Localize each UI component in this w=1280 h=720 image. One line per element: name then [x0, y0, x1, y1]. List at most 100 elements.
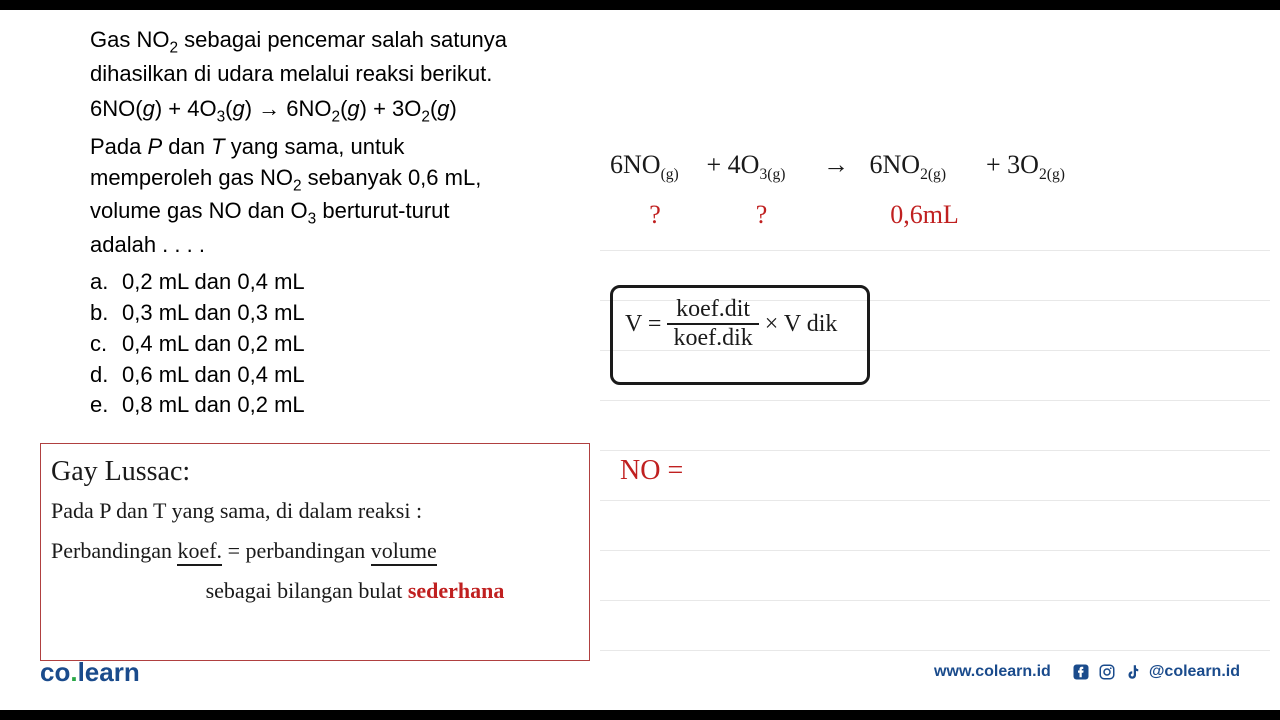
- q-line6: adalah . . . .: [90, 232, 205, 257]
- opt-b-text: 0,3 mL dan 0,3 mL: [122, 298, 305, 329]
- opt-c-text: 0,4 mL dan 0,2 mL: [122, 329, 305, 360]
- facebook-icon: [1071, 662, 1091, 682]
- hw-t3s: 2(g): [920, 166, 946, 183]
- formula-frac: koef.dit koef.dik: [667, 296, 758, 352]
- option-c: c.0,4 mL dan 0,2 mL: [90, 329, 580, 360]
- q-line1b: sebagai pencemar salah satunya: [178, 27, 507, 52]
- right-column: 6NO(g) + 4O3(g) → 6NO2(g) + 3O2(g) ? ? 0…: [600, 25, 1240, 640]
- logo-dot: .: [70, 657, 77, 687]
- instagram-icon: [1097, 662, 1117, 682]
- eq-p3s: 2: [421, 108, 430, 125]
- hw-t3a: 6NO: [870, 150, 921, 179]
- footer-right: www.colearn.id @colearn.id: [934, 662, 1240, 682]
- no-label-text: NO =: [620, 455, 683, 486]
- gl-l2b: perbandingan: [245, 538, 370, 563]
- q-line4a: memperoleh gas NO: [90, 165, 293, 190]
- q-line5a: volume gas NO dan O: [90, 198, 308, 223]
- eq-p2s: 2: [332, 108, 341, 125]
- hw-t1s: (g): [661, 166, 679, 183]
- equation-annotations: ? ? 0,6mL: [610, 200, 980, 230]
- hw-t4a: + 3O: [986, 150, 1039, 179]
- hw-t2: + 4O3(g): [707, 150, 817, 184]
- gl-l2a: Perbandingan: [51, 538, 177, 563]
- ann-3: 0,6mL: [870, 200, 980, 230]
- logo-co: co: [40, 657, 70, 687]
- ann-1: ?: [610, 200, 700, 230]
- hw-t2a: + 4O: [707, 150, 760, 179]
- hw-t2s: 3(g): [759, 166, 785, 183]
- eq-p4i: g: [437, 96, 449, 121]
- no-label: NO =: [620, 455, 683, 487]
- option-a: a.0,2 mL dan 0,4 mL: [90, 267, 580, 298]
- footer-handle: @colearn.id: [1149, 663, 1240, 681]
- opt-d-letter: d.: [90, 360, 122, 391]
- opt-d-text: 0,6 mL dan 0,4 mL: [122, 360, 305, 391]
- handwritten-equation: 6NO(g) + 4O3(g) → 6NO2(g) + 3O2(g): [610, 150, 1065, 184]
- q-line5-sub: 3: [308, 211, 317, 228]
- reaction-equation: 6NO(g) + 4O3(g) → 6NO2(g) + 3O2(g): [90, 94, 580, 128]
- frac-bot: koef.dik: [667, 325, 758, 352]
- formula-box: V = koef.dit koef.dik × V dik: [610, 285, 870, 385]
- q-line4b: sebanyak 0,6 mL,: [302, 165, 482, 190]
- hw-t3: 6NO2(g): [870, 150, 980, 184]
- q-P: P: [148, 134, 163, 159]
- q-line5b: berturut-turut: [316, 198, 449, 223]
- hw-t4s: 2(g): [1039, 166, 1065, 183]
- eq-p1i: g: [143, 96, 155, 121]
- frac-top: koef.dit: [667, 296, 758, 325]
- formula-mult: × V dik: [765, 311, 838, 338]
- gl-vol: volume: [371, 538, 437, 566]
- eq-p1e: ) + 4O: [155, 96, 217, 121]
- gl-title: Gay Lussac:: [51, 456, 579, 488]
- q-line3c: yang sama, untuk: [225, 134, 405, 159]
- hw-t4: + 3O2(g): [986, 150, 1065, 184]
- eq-p1: 6NO(: [90, 96, 143, 121]
- formula-inner: V = koef.dit koef.dik × V dik: [625, 296, 847, 352]
- hw-t1: 6NO(g): [610, 150, 700, 184]
- gl-line2: Perbandingan koef. = perbandingan volume: [51, 538, 579, 564]
- q-line3a: Pada: [90, 134, 148, 159]
- opt-a-text: 0,2 mL dan 0,4 mL: [122, 267, 305, 298]
- option-d: d.0,6 mL dan 0,4 mL: [90, 360, 580, 391]
- formula-v: V =: [625, 311, 661, 338]
- social-icons: @colearn.id: [1071, 662, 1240, 682]
- ann-2: ?: [707, 200, 817, 230]
- gl-l3a: sebagai bilangan bulat: [206, 578, 408, 603]
- tiktok-icon: [1123, 662, 1143, 682]
- footer: co.learn www.colearn.id @colearn.id: [0, 652, 1280, 692]
- footer-url: www.colearn.id: [934, 663, 1051, 681]
- logo-learn: learn: [78, 657, 140, 687]
- gl-line1: Pada P dan T yang sama, di dalam reaksi …: [51, 498, 579, 524]
- eq-p3i: g: [347, 96, 359, 121]
- q-line1-sub: 2: [169, 39, 178, 56]
- eq-p2e: ) → 6NO: [245, 96, 332, 121]
- q-T: T: [211, 134, 224, 159]
- main-content: Gas NO2 sebagai pencemar salah satunya d…: [0, 10, 1280, 650]
- left-column: Gas NO2 sebagai pencemar salah satunya d…: [90, 25, 600, 640]
- q-line3b: dan: [162, 134, 211, 159]
- gl-eq: =: [222, 538, 245, 563]
- q-line2: dihasilkan di udara melalui reaksi berik…: [90, 61, 492, 86]
- eq-p4e: ): [450, 96, 457, 121]
- hw-arrow: →: [823, 150, 863, 180]
- opt-a-letter: a.: [90, 267, 122, 298]
- question-text: Gas NO2 sebagai pencemar salah satunya d…: [90, 25, 580, 261]
- answer-options: a.0,2 mL dan 0,4 mL b.0,3 mL dan 0,3 mL …: [90, 267, 580, 421]
- q-line4-sub: 2: [293, 177, 302, 194]
- option-b: b.0,3 mL dan 0,3 mL: [90, 298, 580, 329]
- q-line1a: Gas NO: [90, 27, 169, 52]
- opt-c-letter: c.: [90, 329, 122, 360]
- eq-p1s: 3: [217, 108, 226, 125]
- eq-p3e: ) + 3O: [360, 96, 422, 121]
- option-e: e.0,8 mL dan 0,2 mL: [90, 390, 580, 421]
- colearn-logo: co.learn: [40, 657, 140, 688]
- opt-e-letter: e.: [90, 390, 122, 421]
- eq-p2i: g: [232, 96, 244, 121]
- hw-t1a: 6NO: [610, 150, 661, 179]
- gl-koef: koef.: [177, 538, 222, 566]
- gay-lussac-box: Gay Lussac: Pada P dan T yang sama, di d…: [40, 443, 590, 661]
- opt-e-text: 0,8 mL dan 0,2 mL: [122, 390, 305, 421]
- gl-l3b: sederhana: [408, 578, 505, 603]
- gl-line3: sebagai bilangan bulat sederhana: [51, 578, 579, 604]
- opt-b-letter: b.: [90, 298, 122, 329]
